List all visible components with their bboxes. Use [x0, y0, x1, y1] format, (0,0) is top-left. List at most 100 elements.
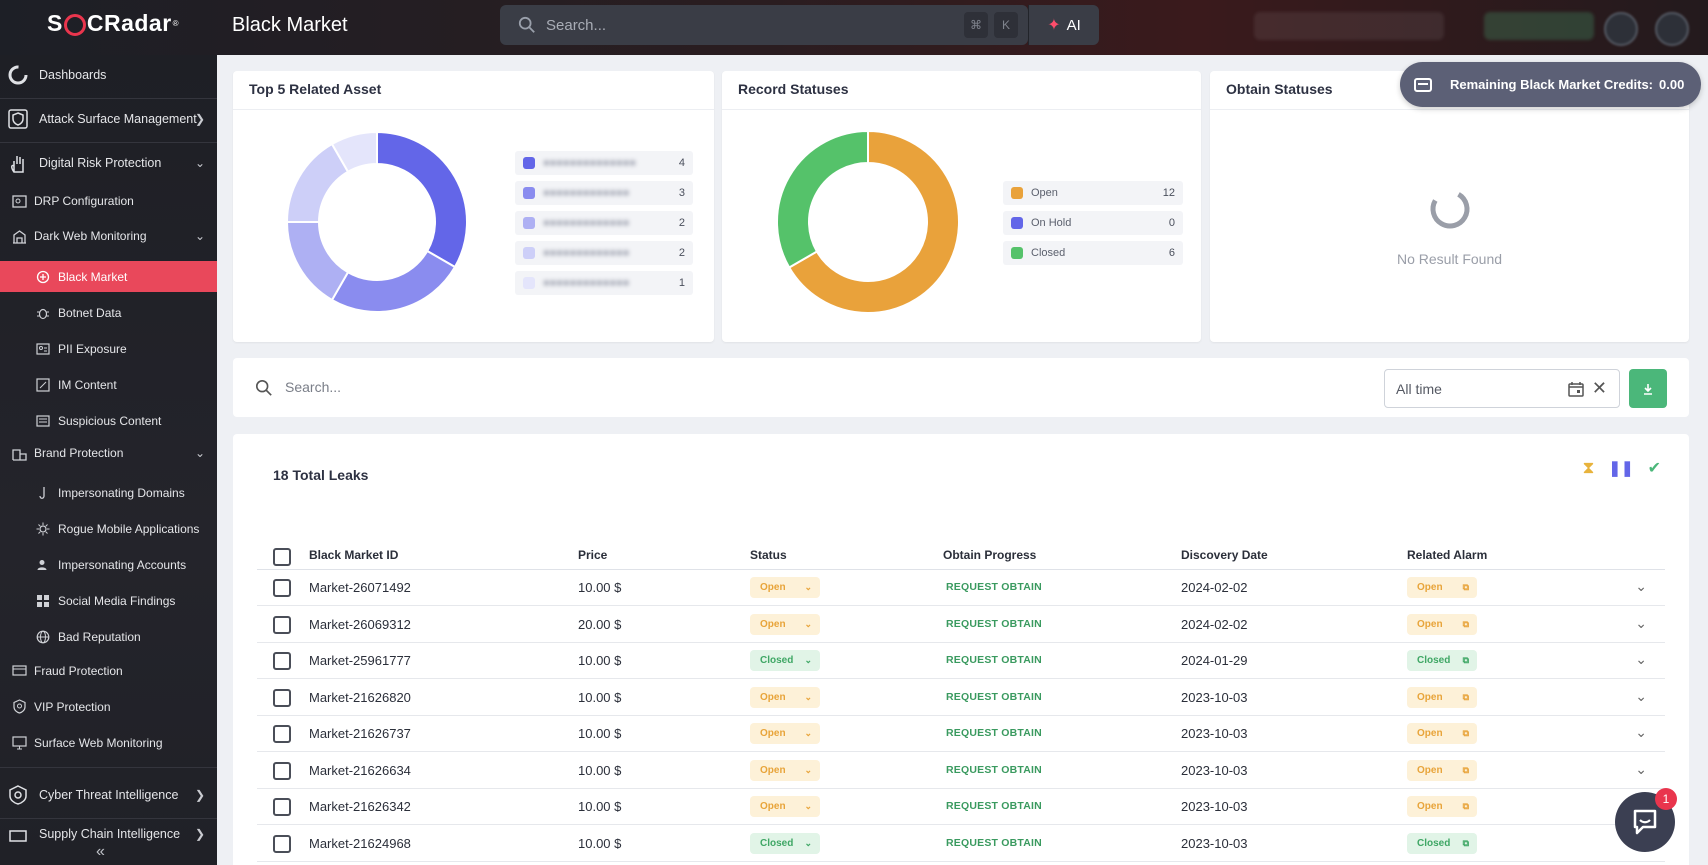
ai-button[interactable]: ✦ AI: [1028, 5, 1099, 45]
legend-item[interactable]: ●●●●●●●●●●●●● 1: [515, 271, 693, 295]
market-id[interactable]: Market-21624968: [309, 835, 411, 851]
related-alarm-badge[interactable]: Closed ⧉: [1407, 832, 1477, 854]
market-id[interactable]: Market-21626737: [309, 726, 411, 741]
legend-item[interactable]: On Hold 0: [1003, 211, 1183, 235]
status-dropdown[interactable]: Open ⌄: [750, 686, 820, 708]
column-header[interactable]: Price: [578, 548, 608, 562]
market-id[interactable]: Market-26071492: [309, 580, 411, 595]
table-row[interactable]: Market-21626820 10.00 $ Open ⌄ REQUEST OBTAI…: [257, 680, 1665, 716]
table-row[interactable]: Market-26071492 10.00 $ Open ⌄ REQUEST OBTAI…: [257, 570, 1665, 606]
table-row[interactable]: Market-21626737 10.00 $ Open ⌄ REQUEST OBTAI…: [257, 716, 1665, 752]
status-dropdown[interactable]: Closed ⌄: [750, 650, 820, 671]
request-obtain-button[interactable]: REQUEST OBTAIN: [946, 800, 1042, 812]
legend-item[interactable]: ●●●●●●●●●●●●● 2: [515, 211, 693, 235]
market-id[interactable]: Market-25961777: [309, 653, 411, 668]
assets-slice-1[interactable]: [330, 249, 457, 312]
market-id[interactable]: Market-21626634: [309, 762, 411, 778]
status-dropdown[interactable]: Open ⌄: [750, 577, 820, 598]
expand-row-icon[interactable]: ⌄: [1635, 724, 1647, 740]
legend-item[interactable]: Open 12: [1003, 181, 1183, 205]
table-row[interactable]: Market-21626634 10.00 $ Open ⌄ REQUEST OBTAI…: [257, 753, 1665, 789]
trial-badge[interactable]: [1484, 12, 1594, 40]
sidebar-item-digital-risk[interactable]: Digital Risk Protection ⌄: [0, 143, 217, 183]
expand-row-icon[interactable]: ⌄: [1635, 614, 1647, 631]
expand-row-icon[interactable]: ⌄: [1635, 760, 1647, 777]
row-checkbox[interactable]: [273, 652, 291, 670]
legend-item[interactable]: Closed 6: [1003, 241, 1183, 265]
table-row[interactable]: Market-21624968 10.00 $ Closed ⌄ REQUEST OBT…: [257, 826, 1665, 862]
status-dropdown[interactable]: Closed ⌄: [750, 832, 820, 854]
assets-slice-2[interactable]: [287, 221, 350, 302]
calendar-icon[interactable]: [1568, 381, 1584, 397]
pause-icon[interactable]: ❚❚: [1608, 460, 1634, 477]
sidebar-item-attack-surface[interactable]: Attack Surface Management ❯: [0, 99, 217, 139]
related-alarm-badge[interactable]: Open ⧉: [1407, 723, 1477, 744]
help-chat-button[interactable]: 1: [1615, 788, 1677, 852]
related-alarm-badge[interactable]: Open ⧉: [1407, 577, 1477, 598]
sidebar-item-cti[interactable]: Cyber Threat Intelligence ❯: [0, 775, 217, 815]
legend-item[interactable]: ●●●●●●●●●●●●● 2: [515, 241, 693, 265]
related-alarm-badge[interactable]: Open ⧉: [1407, 686, 1477, 708]
sidebar-item-drp-configuration[interactable]: DRP Configuration: [0, 186, 217, 216]
select-all-checkbox[interactable]: [273, 548, 291, 566]
record-slice-0[interactable]: [787, 131, 959, 313]
column-header[interactable]: Discovery Date: [1181, 548, 1268, 562]
check-icon[interactable]: ✔: [1647, 460, 1661, 477]
sidebar-item-impersonating-domains[interactable]: Impersonating Domains: [0, 477, 217, 508]
table-search-input[interactable]: Search...: [285, 379, 342, 395]
sidebar-item-impersonating-accounts[interactable]: Impersonating Accounts: [0, 549, 217, 580]
column-header[interactable]: Obtain Progress: [943, 548, 1037, 562]
legend-item[interactable]: ●●●●●●●●●●●●●● 4: [515, 151, 693, 175]
column-header[interactable]: Black Market ID: [309, 548, 399, 562]
market-id[interactable]: Market-21626820: [309, 689, 411, 705]
sidebar-item-bad-reputation[interactable]: Bad Reputation: [0, 621, 217, 652]
sidebar-item-brand-protection[interactable]: Brand Protection ⌄: [0, 438, 217, 468]
sidebar-item-pii[interactable]: PII Exposure: [0, 333, 217, 364]
sidebar-item-dark-web[interactable]: Dark Web Monitoring ⌄: [0, 221, 217, 251]
market-id[interactable]: Market-26069312: [309, 616, 411, 632]
row-checkbox[interactable]: [273, 834, 291, 853]
collapse-sidebar-icon[interactable]: «: [96, 843, 105, 860]
sidebar-item-im-content[interactable]: IM Content: [0, 369, 217, 400]
sidebar-item-vip[interactable]: VIP Protection: [0, 691, 217, 722]
related-alarm-badge[interactable]: Closed ⧉: [1407, 650, 1477, 671]
request-obtain-button[interactable]: REQUEST OBTAIN: [946, 836, 1042, 849]
row-checkbox[interactable]: [273, 688, 291, 707]
related-alarm-badge[interactable]: Open ⧉: [1407, 759, 1477, 781]
row-checkbox[interactable]: [273, 798, 291, 816]
download-button[interactable]: [1629, 369, 1667, 408]
table-row[interactable]: Market-21626342 10.00 $ Open ⌄ REQUEST OBTAI…: [257, 789, 1665, 825]
notifications-icon[interactable]: [1604, 12, 1638, 46]
related-alarm-badge[interactable]: Open ⧉: [1407, 613, 1477, 635]
assets-slice-0[interactable]: [376, 132, 467, 269]
column-header[interactable]: Status: [750, 548, 787, 562]
sidebar-item-suspicious[interactable]: Suspicious Content: [0, 405, 217, 436]
sidebar-item-botnet[interactable]: Botnet Data: [0, 297, 217, 328]
request-obtain-button[interactable]: REQUEST OBTAIN: [946, 617, 1042, 630]
request-obtain-button[interactable]: REQUEST OBTAIN: [946, 581, 1042, 593]
date-range-picker[interactable]: All time ✕: [1384, 369, 1620, 408]
record-slice-2[interactable]: [777, 131, 869, 269]
table-row[interactable]: Market-26069312 20.00 $ Open ⌄ REQUEST OBTAI…: [257, 607, 1665, 643]
global-search[interactable]: Search... ⌘ K: [500, 5, 1028, 45]
table-row[interactable]: Market-25961777 10.00 $ Closed ⌄ REQUEST OBT…: [257, 643, 1665, 679]
market-id[interactable]: Market-21626342: [309, 799, 411, 814]
sidebar-item-fraud[interactable]: Fraud Protection: [0, 655, 217, 686]
sidebar-item-social-media[interactable]: Social Media Findings: [0, 585, 217, 616]
row-checkbox[interactable]: [273, 725, 291, 743]
expand-row-icon[interactable]: ⌄: [1635, 687, 1647, 704]
sidebar-item-supply-chain[interactable]: Supply Chain Intelligence ❯: [0, 821, 217, 847]
row-checkbox[interactable]: [273, 579, 291, 597]
request-obtain-button[interactable]: REQUEST OBTAIN: [946, 654, 1042, 666]
status-dropdown[interactable]: Open ⌄: [750, 723, 820, 744]
sidebar-item-dashboards[interactable]: Dashboards: [0, 55, 217, 95]
assets-slice-4[interactable]: [330, 132, 378, 174]
sidebar-item-rogue-mobile[interactable]: Rogue Mobile Applications: [0, 513, 217, 544]
request-obtain-button[interactable]: REQUEST OBTAIN: [946, 763, 1042, 776]
legend-item[interactable]: ●●●●●●●●●●●●● 3: [515, 181, 693, 205]
sidebar-item-surface-web[interactable]: Surface Web Monitoring: [0, 727, 217, 758]
company-selector[interactable]: [1254, 12, 1444, 40]
row-checkbox[interactable]: [273, 615, 291, 634]
status-dropdown[interactable]: Open ⌄: [750, 796, 820, 817]
request-obtain-button[interactable]: REQUEST OBTAIN: [946, 727, 1042, 739]
